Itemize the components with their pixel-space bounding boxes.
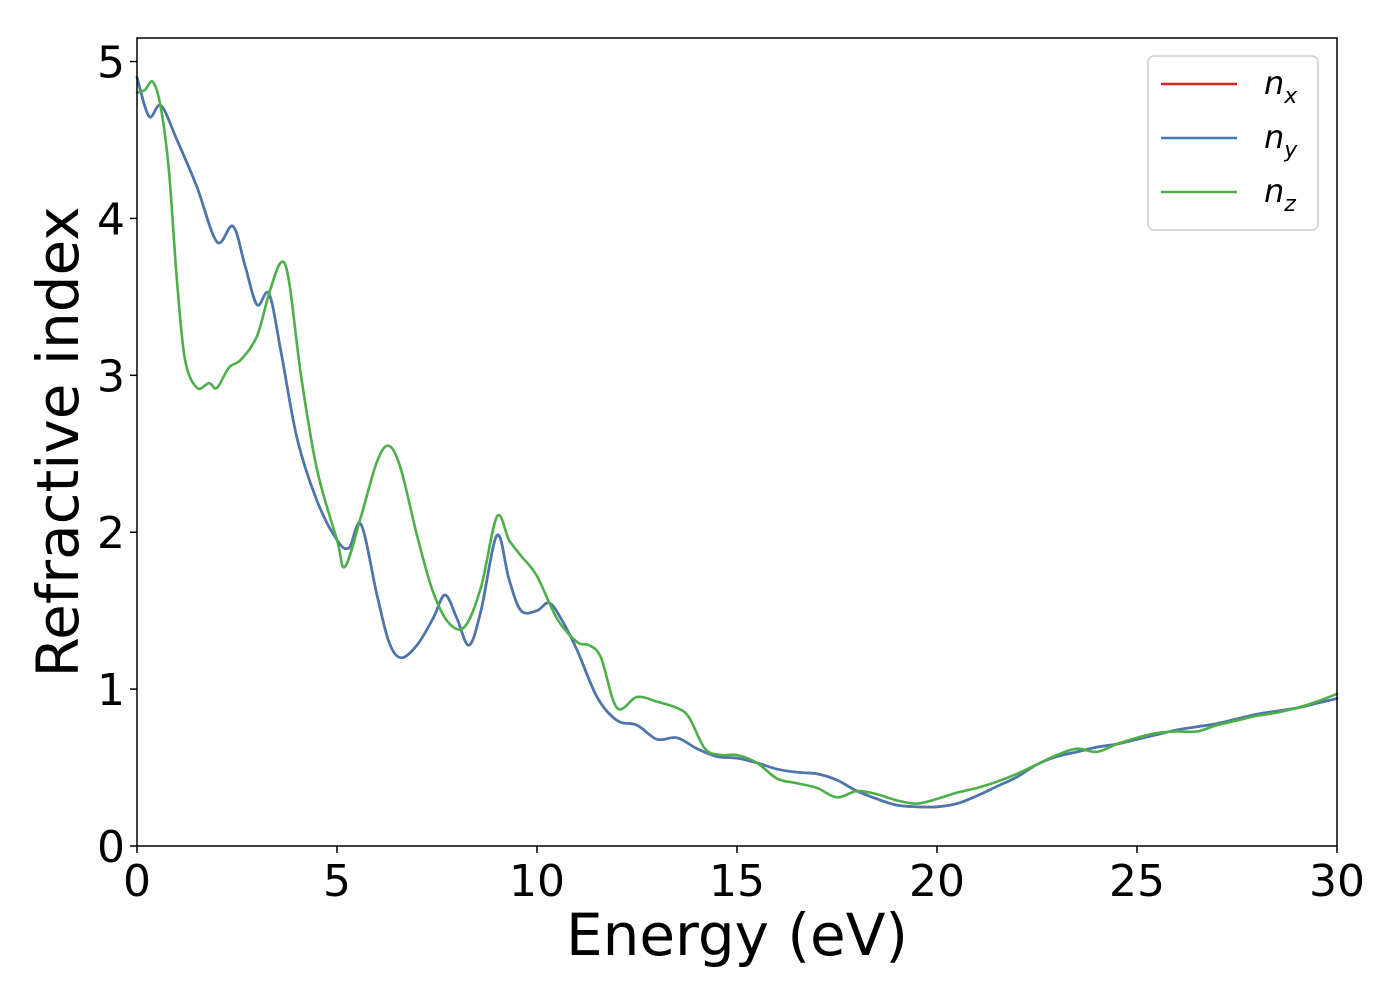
y-tick-label: 4 <box>97 194 125 245</box>
series-line-n-y <box>135 75 1339 809</box>
legend-label-n-z: nz <box>1264 172 1296 217</box>
x-tick-label: 0 <box>123 856 151 907</box>
x-tick-label: 30 <box>1309 856 1365 907</box>
y-axis-label: Refractive index <box>24 206 92 677</box>
x-tick-label: 5 <box>323 856 351 907</box>
x-axis-label: Energy (eV) <box>566 901 908 969</box>
y-tick-label: 2 <box>97 508 125 559</box>
x-tick-label: 25 <box>1109 856 1165 907</box>
y-tick-label: 5 <box>97 38 125 89</box>
legend-items: nx ny nz <box>1161 64 1298 217</box>
legend-label-n-y: ny <box>1264 118 1298 163</box>
y-axis-ticks: 0 1 2 3 4 5 <box>97 38 137 873</box>
legend: nx ny nz <box>1147 55 1319 231</box>
y-tick-label: 0 <box>97 822 125 873</box>
x-tick-label: 15 <box>709 856 765 907</box>
x-tick-label: 20 <box>909 856 965 907</box>
y-tick-label: 1 <box>97 665 125 716</box>
y-tick-label: 3 <box>97 351 125 402</box>
series-layer <box>135 75 1339 809</box>
legend-box <box>1147 55 1319 231</box>
x-axis-ticks: 0 5 10 15 20 25 30 <box>123 846 1365 907</box>
x-tick-label: 10 <box>509 856 565 907</box>
legend-label-n-x: nx <box>1264 64 1298 109</box>
series-line-n-z <box>135 79 1339 805</box>
